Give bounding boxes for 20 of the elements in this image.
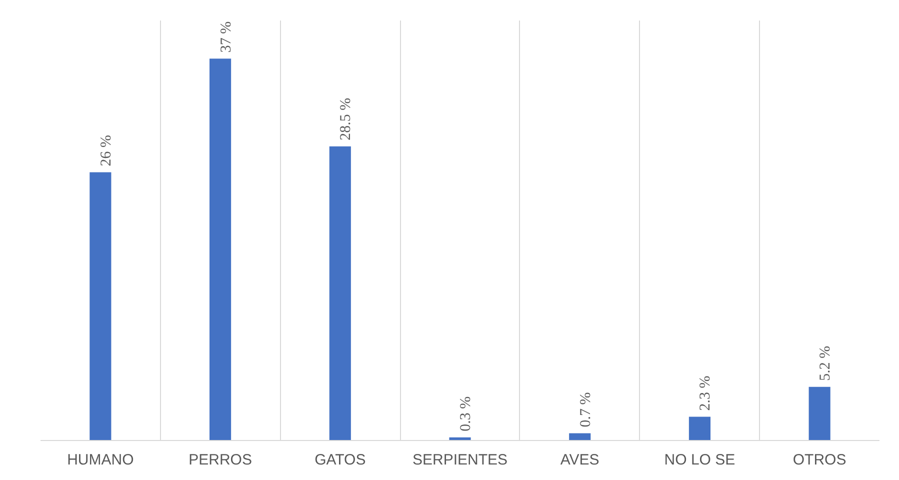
data-label: 0.3 % <box>458 396 474 432</box>
data-label: 37 % <box>218 21 234 53</box>
data-label: 2.3 % <box>698 376 714 411</box>
data-label: 26 % <box>98 134 114 166</box>
x-tick-label: OTROS <box>792 452 846 468</box>
x-tick-label: HUMANO <box>67 452 134 468</box>
bar <box>808 386 830 440</box>
x-tick-label: SERPIENTES <box>412 452 508 468</box>
x-tick-label: NO LO SE <box>664 452 736 468</box>
x-tick-label: AVES <box>560 452 600 468</box>
data-label: 0.7 % <box>578 392 594 428</box>
bar <box>90 172 112 440</box>
bar <box>569 433 591 440</box>
x-tick-label: PERROS <box>188 452 252 468</box>
data-label: 28.5 % <box>338 98 354 140</box>
bar <box>329 146 351 440</box>
data-label: 5.2 % <box>818 346 834 381</box>
bar <box>210 58 232 440</box>
x-tick-label: GATOS <box>314 452 366 468</box>
bar <box>688 416 710 440</box>
